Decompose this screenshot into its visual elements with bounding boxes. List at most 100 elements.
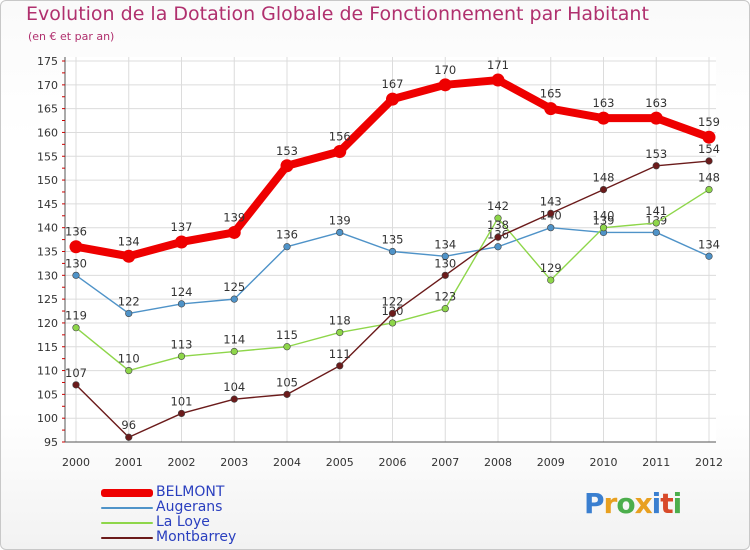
- y-tick-label: 160: [37, 126, 58, 139]
- data-point: [69, 240, 83, 254]
- data-label: 163: [645, 96, 667, 110]
- data-label: 167: [382, 77, 404, 91]
- data-point: [705, 252, 713, 260]
- chart-subtitle: (en € et par an): [28, 30, 115, 43]
- y-tick-label: 145: [37, 198, 58, 211]
- data-point: [336, 328, 344, 337]
- data-label: 136: [65, 225, 87, 239]
- data-point: [441, 305, 449, 313]
- logo-letter: P: [584, 487, 605, 520]
- x-tick-label: 2000: [62, 456, 90, 469]
- data-label: 113: [171, 337, 193, 351]
- data-point: [702, 130, 716, 144]
- data-label: 165: [540, 87, 562, 101]
- data-point: [72, 381, 80, 389]
- data-point: [388, 247, 397, 256]
- data-point: [388, 309, 397, 318]
- data-point: [333, 144, 347, 158]
- data-point: [175, 235, 188, 249]
- x-tick-label: 2002: [168, 456, 196, 469]
- y-tick-label: 135: [37, 246, 58, 259]
- x-tick-label: 2003: [220, 456, 248, 469]
- data-point: [491, 73, 505, 87]
- data-point: [125, 366, 133, 375]
- data-point: [72, 324, 80, 332]
- x-tick-label: 2005: [326, 456, 354, 469]
- y-tick-label: 95: [44, 436, 58, 449]
- data-label: 163: [593, 96, 615, 110]
- legend-label: BELMONT: [156, 484, 225, 500]
- y-tick-label: 130: [37, 269, 58, 282]
- legend-label: La Loye: [156, 514, 210, 530]
- x-tick-label: 2012: [695, 456, 723, 469]
- data-label: 125: [223, 280, 245, 294]
- legend-label: Montbarrey: [156, 529, 237, 545]
- data-point: [441, 252, 449, 260]
- data-label: 130: [65, 256, 87, 270]
- data-point: [494, 233, 502, 241]
- data-label: 111: [329, 347, 351, 361]
- data-point: [227, 225, 241, 239]
- logo-letter: r: [603, 487, 618, 520]
- data-label: 110: [118, 352, 140, 366]
- data-point: [494, 214, 502, 222]
- legend-item: BELMONT: [101, 484, 321, 500]
- data-point: [125, 309, 133, 318]
- data-label: 118: [329, 313, 351, 327]
- y-tick-label: 175: [37, 55, 58, 68]
- data-label: 156: [329, 129, 351, 143]
- legend-item: Montbarrey: [101, 529, 321, 545]
- data-label: 139: [593, 213, 615, 227]
- y-tick-label: 170: [37, 79, 58, 92]
- data-label: 130: [434, 256, 456, 270]
- y-tick-label: 140: [37, 222, 58, 235]
- data-label: 135: [382, 233, 404, 247]
- y-tick-label: 125: [37, 293, 58, 306]
- x-tick-label: 2009: [537, 456, 565, 469]
- data-label: 138: [487, 218, 509, 232]
- x-tick-label: 2008: [484, 456, 512, 469]
- data-point: [177, 300, 186, 308]
- data-point: [177, 409, 186, 418]
- data-label: 134: [434, 237, 456, 251]
- data-label: 143: [540, 194, 562, 208]
- y-tick-label: 115: [37, 341, 58, 354]
- data-point: [336, 228, 344, 237]
- data-point: [547, 276, 555, 284]
- x-tick-label: 2006: [379, 456, 407, 469]
- legend-label: Augerans: [156, 499, 223, 515]
- data-label: 139: [329, 213, 351, 227]
- data-label: 170: [434, 63, 456, 77]
- data-point: [386, 92, 399, 106]
- data-point: [599, 224, 608, 232]
- chart-legend: BELMONT Augerans La Loye Montbarrey: [101, 484, 321, 545]
- x-tick-label: 2001: [115, 456, 143, 469]
- data-point: [544, 102, 558, 116]
- data-point: [599, 185, 608, 194]
- data-point: [547, 209, 555, 217]
- data-label: 137: [171, 220, 193, 234]
- proxiti-logo: Proxiti: [584, 487, 682, 520]
- data-point: [283, 390, 291, 398]
- data-point: [125, 433, 133, 441]
- y-tick-label: 120: [37, 317, 58, 330]
- data-point: [705, 185, 713, 194]
- data-label: 104: [223, 380, 245, 394]
- data-point: [597, 111, 610, 125]
- data-point: [705, 157, 713, 165]
- data-point: [280, 159, 294, 173]
- data-label: 101: [171, 394, 193, 408]
- x-tick-label: 2011: [642, 456, 670, 469]
- data-point: [72, 271, 80, 279]
- x-tick-label: 2010: [590, 456, 618, 469]
- legend-item: Augerans: [101, 499, 321, 515]
- y-tick-label: 100: [37, 412, 58, 425]
- data-point: [438, 78, 452, 92]
- data-label: 134: [698, 237, 720, 251]
- logo-letter: x: [634, 487, 653, 520]
- data-label: 139: [223, 210, 245, 224]
- data-point: [494, 243, 502, 251]
- data-point: [230, 395, 238, 403]
- data-label: 122: [118, 294, 140, 308]
